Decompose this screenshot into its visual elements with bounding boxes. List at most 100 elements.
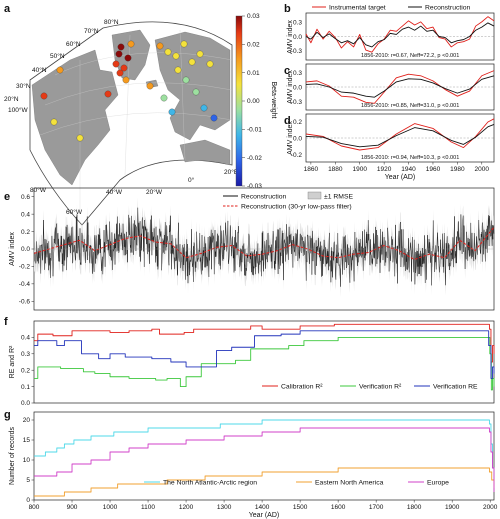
site-marker bbox=[56, 66, 64, 74]
panel-d-ytick: -0.2 bbox=[291, 152, 303, 159]
legend-e-lowpass: Reconstruction (30-yr low-pass filter) bbox=[241, 204, 352, 211]
panel-g-xticks: 800 900 1000 1100 1200 1300 1400 1500 1600 1700 18… bbox=[29, 500, 498, 511]
panel-g-ytick-label: 10 bbox=[23, 457, 31, 464]
site-marker bbox=[124, 54, 132, 62]
panel-d-xlabel: Year (AD) bbox=[385, 174, 415, 181]
panel-d-ylabel: AMV index bbox=[287, 121, 294, 155]
panel-g-xtick-label: 1300 bbox=[217, 504, 232, 511]
panel-b: b 0.3 0.0 -0.3 AMV index Instrumental ta… bbox=[284, 3, 495, 61]
panel-d-xtick-label: 1980 bbox=[450, 166, 465, 173]
colorbar-tick-label: -0.01 bbox=[247, 127, 262, 134]
panel-d-xtick-label: 1860 bbox=[304, 166, 319, 173]
series-line-verification-re bbox=[34, 330, 495, 379]
lat-label: 60°N bbox=[66, 40, 81, 48]
site-marker bbox=[104, 90, 112, 98]
map-land-north-america bbox=[31, 49, 119, 186]
site-marker bbox=[117, 43, 125, 51]
panel-f-ytick-label: 0.3 bbox=[21, 351, 30, 358]
site-marker bbox=[50, 118, 58, 126]
panel-d-xtick-label: 1940 bbox=[401, 166, 416, 173]
series-line-eastern-north-america bbox=[34, 467, 495, 497]
panel-b-letter: b bbox=[284, 3, 291, 15]
colorbar-tick-label: -0.02 bbox=[247, 155, 262, 162]
legend-g-europe: Europe bbox=[427, 480, 449, 487]
series-line-the-north-atlantic-arctic-region bbox=[34, 419, 495, 480]
panel-g-ytick-label: 15 bbox=[23, 437, 31, 444]
lon-label: 100°W bbox=[8, 106, 28, 114]
site-marker bbox=[210, 114, 218, 122]
colorbar-ticks: 0.03 0.02 0.01 0.00 -0.01 -0.02 -0.03 bbox=[242, 13, 262, 190]
panel-e: e 0.6 0.4 0.2 0.0 -0.2 -0.4 -0.6 AMV index Rec… bbox=[4, 187, 495, 311]
panel-g-lines bbox=[34, 419, 495, 497]
panel-g-xtick-label: 1000 bbox=[103, 504, 118, 511]
panel-d-xtick-label: 2000 bbox=[475, 166, 490, 173]
series-line-verification-r- bbox=[34, 336, 495, 391]
site-marker bbox=[115, 50, 123, 58]
panel-g-xtick-label: 1700 bbox=[369, 504, 384, 511]
panel-g-xtick-label: 1800 bbox=[407, 504, 422, 511]
panel-c-ylabel: AMV index bbox=[287, 70, 294, 104]
panel-e-ytick-label: 0.2 bbox=[21, 229, 30, 236]
legend-e-reconstruction: Reconstruction bbox=[241, 194, 287, 201]
lon-label: 0° bbox=[188, 176, 195, 184]
legend-f-verification-re: Verification RE bbox=[433, 384, 478, 391]
panel-g-xtick-label: 1900 bbox=[445, 504, 460, 511]
panel-f-ytick-label: 0.4 bbox=[21, 335, 30, 342]
lat-label: 30°N bbox=[16, 82, 31, 90]
site-marker bbox=[160, 94, 168, 102]
lon-label: 20°E bbox=[224, 168, 239, 176]
panel-g-xtick-label: 1400 bbox=[255, 504, 270, 511]
map-land-africa bbox=[179, 139, 231, 166]
panel-c-letter: c bbox=[284, 65, 290, 77]
colorbar-tick-label: 0.00 bbox=[247, 98, 260, 105]
site-marker bbox=[164, 48, 172, 56]
panel-g-ytick-label: 20 bbox=[23, 417, 31, 424]
panel-g-ytick-label: 0 bbox=[26, 497, 30, 504]
series-line-instrumental-target bbox=[305, 16, 495, 53]
panel-d-xtick-label: 1880 bbox=[328, 166, 343, 173]
panel-e-ytick-label: -0.4 bbox=[19, 281, 31, 288]
legend-g-north-atlantic: The North Atlantic-Arctic region bbox=[163, 480, 257, 487]
site-marker bbox=[196, 50, 204, 58]
site-marker bbox=[156, 42, 164, 50]
panel-d-stat: 1856-2010: r=0.94, Neff=10.3, p <0.001 bbox=[361, 155, 459, 161]
panel-c-ytick: 0.3 bbox=[293, 70, 302, 77]
site-marker bbox=[120, 64, 128, 72]
site-marker bbox=[127, 40, 135, 48]
site-marker bbox=[182, 76, 190, 84]
colorbar-tick-label: 0.01 bbox=[247, 70, 260, 77]
lon-label: 80°W bbox=[30, 186, 47, 194]
panel-d-ytick: 0.0 bbox=[293, 136, 302, 143]
panel-f-ylabel: RE and R² bbox=[9, 345, 16, 378]
panel-d-xtick-label: 1960 bbox=[426, 166, 441, 173]
panel-c-ytick: 0.0 bbox=[293, 85, 302, 92]
panel-d-xtick-label: 1900 bbox=[352, 166, 367, 173]
panel-d: d 0.2 0.0 -0.2 AMV index 1856-2010: r=0.… bbox=[284, 113, 495, 181]
legend-g-eastern-na: Eastern North America bbox=[315, 480, 384, 487]
panel-b-ytick: 0.3 bbox=[293, 20, 302, 27]
panel-c-ytick: -0.3 bbox=[291, 99, 303, 106]
proxy-sites bbox=[40, 40, 218, 142]
legend-reconstruction: Reconstruction bbox=[425, 5, 471, 12]
series-line-instrumental-target bbox=[305, 118, 495, 151]
panel-f-lines bbox=[34, 323, 495, 391]
panel-g-xtick-label: 900 bbox=[67, 504, 78, 511]
series-line-reconstruction bbox=[305, 75, 495, 98]
panel-e-yticks: 0.6 0.4 0.2 0.0 -0.2 -0.4 -0.6 bbox=[19, 194, 34, 305]
site-marker bbox=[174, 66, 182, 74]
series-line-reconstruction bbox=[305, 22, 495, 48]
panel-d-ytick: 0.2 bbox=[293, 119, 302, 126]
legend-e-rmse: ±1 RMSE bbox=[324, 194, 354, 201]
panel-b-ylabel: AMV index bbox=[287, 20, 294, 54]
reconstruction-annual-line bbox=[33, 207, 495, 287]
panel-g-xtick-label: 800 bbox=[29, 504, 40, 511]
colorbar-label: Beta-weight bbox=[270, 82, 277, 119]
colorbar bbox=[235, 15, 243, 187]
series-line-europe bbox=[34, 427, 495, 492]
site-marker bbox=[116, 69, 124, 77]
panel-a-map: a 80°N 70°N 60°N 50°N 40°N 30°N 20°N 100… bbox=[4, 3, 277, 226]
panel-f-ytick-label: 0.0 bbox=[21, 400, 30, 407]
panel-f-ytick-label: 0.1 bbox=[21, 384, 30, 391]
panel-g: g 20 15 10 5 0 Number of records 800 900 1000 1… bbox=[4, 409, 498, 519]
